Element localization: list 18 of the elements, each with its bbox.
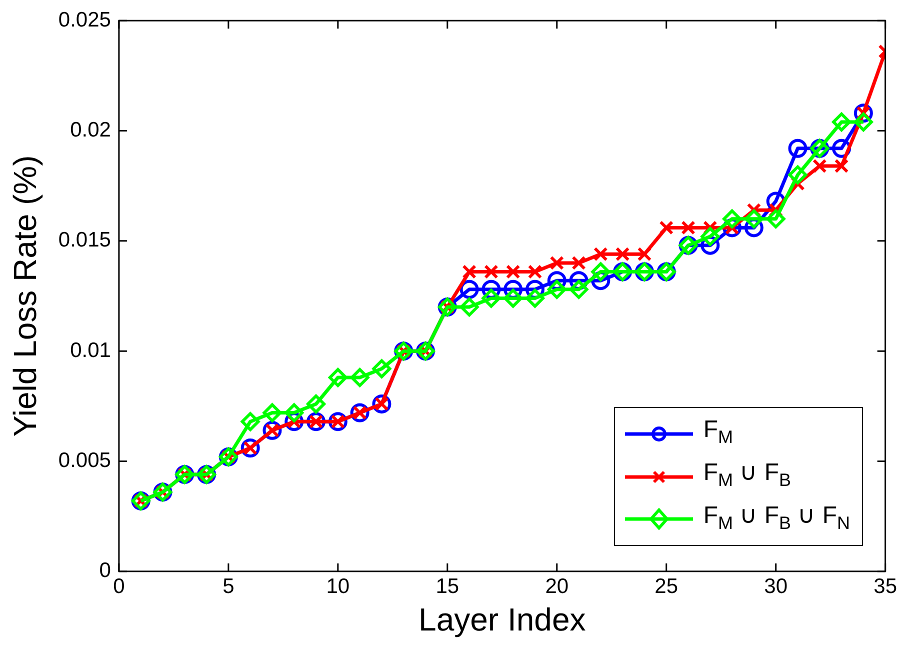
x-tick-label: 15 xyxy=(436,574,460,598)
x-tick-label: 20 xyxy=(545,574,569,598)
x-tick-label: 5 xyxy=(222,574,234,598)
legend-label: F$_{M}$ xyxy=(703,415,733,450)
y-tick-label: 0.02 xyxy=(70,118,111,142)
legend-label: F$_{M}$ ∪ F$_{B}$ xyxy=(703,458,791,492)
y-tick-label: 0.005 xyxy=(58,449,111,472)
y-tick-label: 0 xyxy=(99,559,111,582)
x-tick-label: 25 xyxy=(654,574,678,598)
y-tick-label: 0.025 xyxy=(58,8,111,32)
x-tick-label: 35 xyxy=(874,574,897,598)
x-axis-title: Layer Index xyxy=(418,602,586,638)
y-axis-title: Yield Loss Rate (%) xyxy=(7,155,44,437)
x-tick-label: 10 xyxy=(326,574,350,598)
x-tick-label: 30 xyxy=(764,574,788,598)
y-tick-label: 0.01 xyxy=(70,338,111,362)
legend-label: F$_{M}$ ∪ F$_{B}$ ∪ F$_{N}$ xyxy=(703,500,850,535)
y-tick-label: 0.015 xyxy=(58,228,111,252)
